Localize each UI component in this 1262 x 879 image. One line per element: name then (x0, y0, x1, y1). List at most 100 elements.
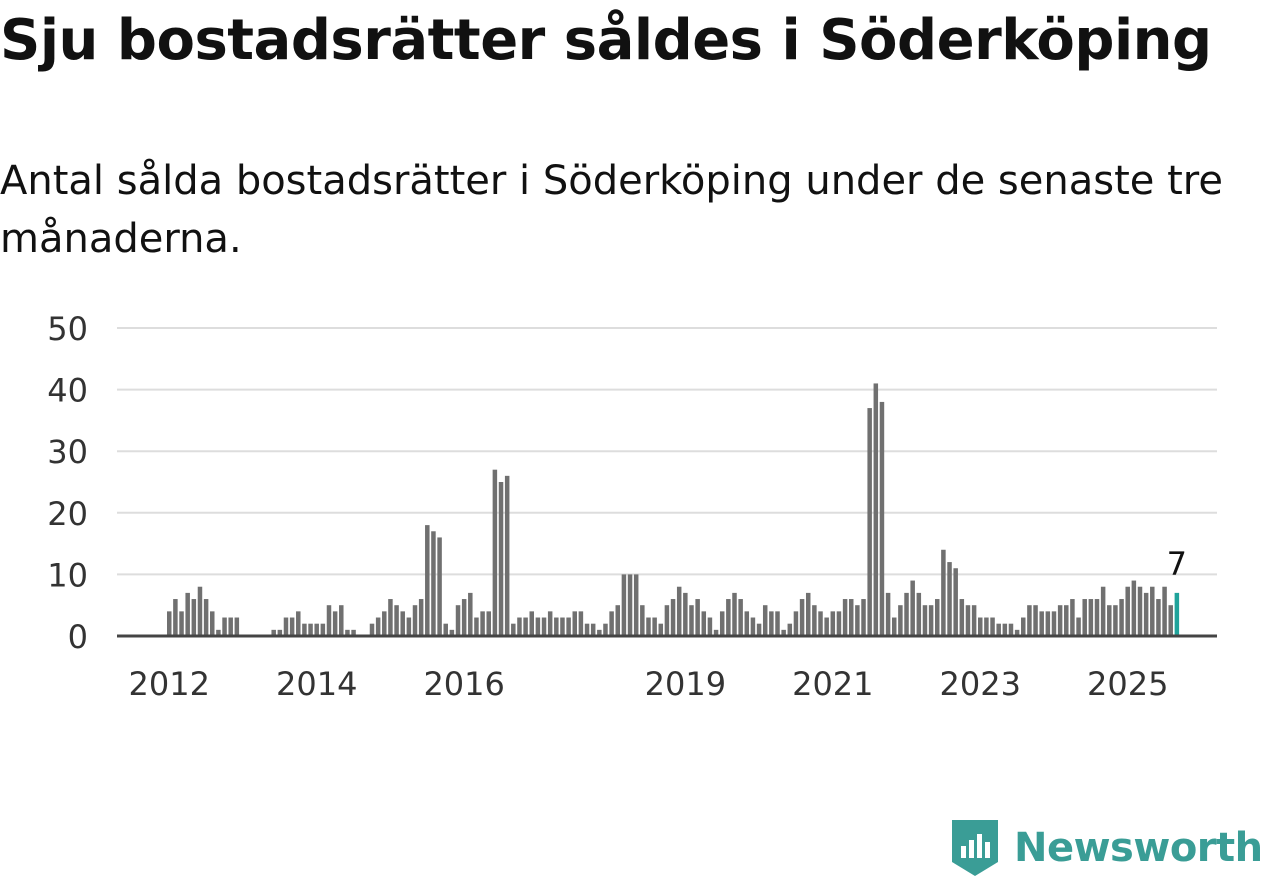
bar (898, 605, 903, 636)
bar (848, 599, 854, 636)
bar (197, 586, 203, 636)
x-tick-label: 2019 (645, 665, 726, 703)
bar (830, 611, 836, 636)
bar (904, 592, 909, 636)
bar (1162, 586, 1167, 636)
bar (1045, 611, 1051, 636)
x-tick-label: 2025 (1087, 665, 1168, 703)
bar (928, 605, 934, 636)
bar (965, 605, 971, 636)
bar (689, 605, 694, 636)
bar (1094, 599, 1100, 636)
bar (756, 623, 762, 636)
bar (437, 537, 442, 636)
x-tick-label: 2014 (276, 665, 357, 703)
bar (707, 617, 713, 636)
bar (910, 580, 915, 636)
bar (216, 629, 221, 636)
bar (560, 617, 565, 636)
bar (1076, 617, 1081, 636)
bar (670, 599, 676, 636)
bar (504, 475, 510, 636)
bar (996, 623, 1001, 636)
y-tick-label: 10 (47, 556, 88, 594)
highlighted-bar (1174, 592, 1180, 636)
y-tick-label: 40 (47, 372, 88, 410)
bar (1100, 586, 1106, 636)
bar (597, 629, 602, 636)
bar (339, 605, 344, 636)
bar (1143, 592, 1149, 636)
bar (474, 617, 479, 636)
bar (431, 531, 436, 636)
bar (1113, 605, 1118, 636)
bar (609, 611, 614, 636)
bar (762, 605, 768, 636)
y-tick-label: 50 (47, 310, 88, 348)
bar (566, 617, 571, 636)
bar (978, 617, 983, 636)
y-tick-label: 0 (68, 618, 88, 656)
y-tick-label: 30 (47, 433, 88, 471)
bar (541, 617, 547, 636)
bar (664, 605, 670, 636)
bar (578, 611, 584, 636)
chart-subtitle: Antal sålda bostadsrätter i Söderköping … (0, 158, 1223, 262)
bar (824, 617, 829, 636)
bar (449, 629, 455, 636)
bar (879, 401, 885, 636)
bar (517, 617, 522, 636)
bar (726, 599, 731, 636)
bar (640, 605, 645, 636)
bar (1027, 605, 1032, 636)
bar (959, 599, 965, 636)
bar (529, 611, 534, 636)
bar (719, 611, 725, 636)
bar (1156, 599, 1161, 636)
bar (498, 482, 504, 636)
bar (922, 605, 928, 636)
bar (1168, 605, 1173, 636)
bar (1051, 611, 1057, 636)
bar (345, 629, 350, 636)
bar (1137, 586, 1143, 636)
bar (234, 617, 240, 636)
bar (947, 562, 952, 636)
bar (173, 599, 178, 636)
bar (228, 617, 233, 636)
bar (406, 617, 412, 636)
highlight-value-label: 7 (1167, 545, 1187, 583)
bar (302, 623, 307, 636)
bar (443, 623, 448, 636)
bar (615, 605, 621, 636)
bar (873, 383, 879, 636)
bar (781, 629, 786, 636)
bar (468, 592, 473, 636)
bar (1064, 605, 1069, 636)
bar (167, 611, 172, 636)
bar (191, 599, 197, 636)
x-tick-label: 2012 (129, 665, 210, 703)
bar (382, 611, 387, 636)
bar (1002, 623, 1008, 636)
bar (916, 592, 922, 636)
bar (351, 629, 356, 636)
bar (308, 623, 313, 636)
bar (1125, 586, 1130, 636)
bar (296, 611, 301, 636)
bar (547, 611, 553, 636)
bar (1107, 605, 1112, 636)
bar (775, 611, 780, 636)
bar (535, 617, 541, 636)
bar (480, 611, 485, 636)
y-tick-label: 20 (47, 495, 88, 533)
bar (953, 568, 958, 636)
bar (523, 617, 528, 636)
chart-title: Sju bostadsrätter såldes i Söderköping (0, 8, 1212, 73)
bar (627, 574, 633, 636)
bar (1088, 599, 1094, 636)
bar (185, 592, 190, 636)
bar (179, 611, 184, 636)
bar (486, 611, 491, 636)
brand-logo: Newsworthy (950, 818, 1262, 878)
